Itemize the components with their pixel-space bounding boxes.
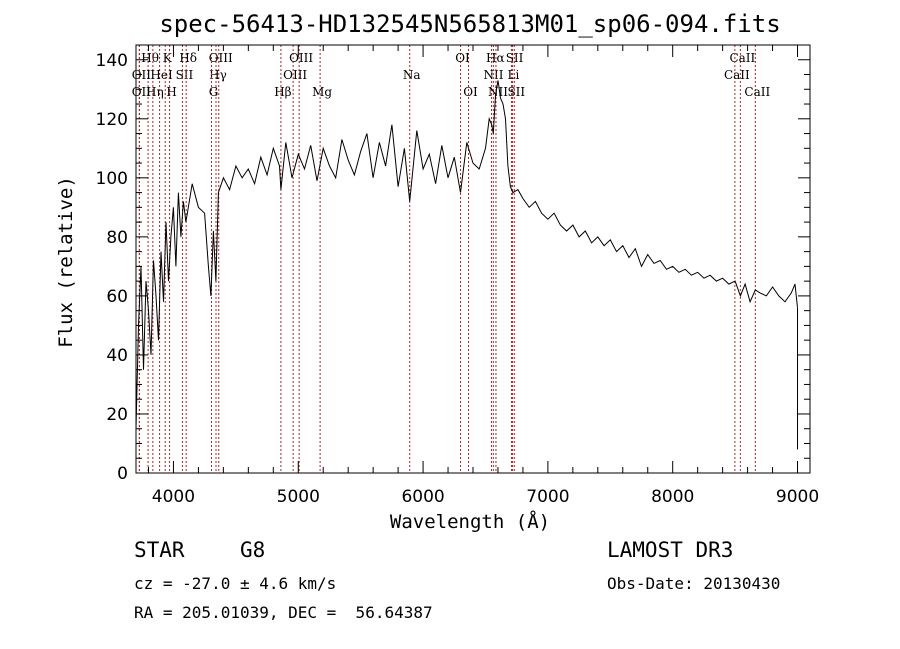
spectral-line-label: Hδ bbox=[179, 51, 197, 65]
spectral-line-label: SII bbox=[176, 68, 194, 82]
spectral-line-label: CaII bbox=[724, 68, 750, 82]
obs-date: Obs-Date: 20130430 bbox=[607, 574, 781, 593]
spectral-line-label: Hα bbox=[486, 51, 505, 65]
x-tick-label: 5000 bbox=[277, 487, 320, 507]
spectral-line-label: G bbox=[209, 85, 219, 99]
spectral-line-label: OIII bbox=[289, 51, 313, 65]
spectral-line-label: Li bbox=[508, 68, 520, 82]
x-tick-label: 7000 bbox=[526, 487, 569, 507]
ra-dec: RA = 205.01039, DEC = 56.64387 bbox=[134, 603, 433, 622]
spectrum-series-line bbox=[135, 80, 798, 429]
y-tick-label: 80 bbox=[106, 228, 128, 248]
object-subclass: G8 bbox=[240, 538, 266, 562]
y-tick-label: 0 bbox=[117, 464, 128, 484]
x-tick-label: 9000 bbox=[776, 487, 819, 507]
x-tick-label: 6000 bbox=[401, 487, 444, 507]
spectral-line-label: K bbox=[163, 51, 173, 65]
x-tick-label: 8000 bbox=[651, 487, 694, 507]
y-tick-label: 140 bbox=[96, 51, 128, 71]
spectral-line-label: HeI bbox=[150, 68, 173, 82]
spectral-line-label: CaII bbox=[744, 85, 770, 99]
spectral-line-label: SII bbox=[507, 85, 525, 99]
spectral-line-label: Na bbox=[403, 68, 421, 82]
spectral-line-label: H bbox=[166, 85, 176, 99]
spectral-line-label: OIII bbox=[283, 68, 307, 82]
y-tick-label: 20 bbox=[106, 405, 128, 425]
y-tick-label: 40 bbox=[106, 346, 128, 366]
y-axis-title: Flux (relative) bbox=[55, 176, 77, 348]
x-tick-label: 4000 bbox=[152, 487, 195, 507]
survey-name: LAMOST DR3 bbox=[607, 538, 734, 562]
spectral-line-label: NII bbox=[483, 68, 503, 82]
spectral-line-label: Hη bbox=[146, 85, 164, 99]
spectral-line-label: CaII bbox=[729, 51, 755, 65]
plot-frame bbox=[135, 44, 811, 474]
x-axis-title: Wavelength (Å) bbox=[390, 510, 550, 533]
spectral-line-label: OI bbox=[463, 85, 478, 99]
y-tick-label: 60 bbox=[106, 287, 128, 307]
spectral-line-label: Hγ bbox=[209, 68, 227, 82]
object-class: STAR bbox=[134, 538, 185, 562]
redshift-cz: cz = -27.0 ± 4.6 km/s bbox=[134, 574, 337, 593]
y-tick-label: 120 bbox=[96, 110, 128, 130]
spectral-line-label: OI bbox=[455, 51, 470, 65]
spectral-line-label: Hθ bbox=[141, 51, 159, 65]
spectral-line-label: OII bbox=[132, 85, 152, 99]
chart-title: spec-56413-HD132545N565813M01_sp06-094.f… bbox=[159, 10, 780, 38]
y-tick-label: 100 bbox=[96, 169, 128, 189]
spectral-line-label: OIII bbox=[209, 51, 233, 65]
spectral-line-label: NII bbox=[488, 85, 508, 99]
spectral-line-label: Hβ bbox=[274, 85, 291, 99]
spectral-line-label: Mg bbox=[312, 85, 332, 99]
